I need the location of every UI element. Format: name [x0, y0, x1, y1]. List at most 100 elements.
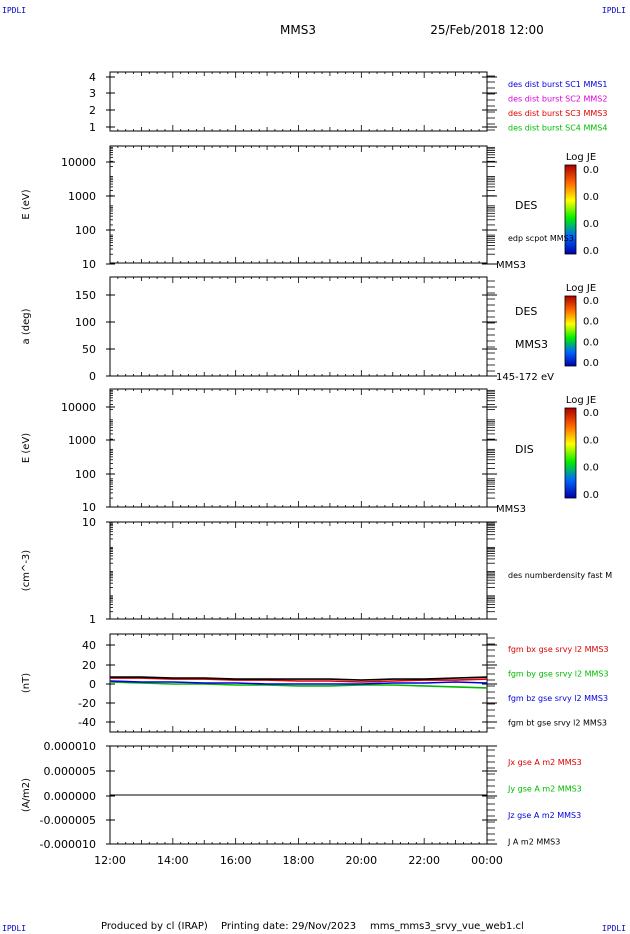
panel-des-energy-frame	[109, 145, 488, 264]
panel-dis-energy-bottom-label: MMS3	[496, 504, 526, 515]
panel-des-energy-annotation: edp scpot MMS3	[508, 234, 574, 243]
panel-fgm-ytick-label: -40	[78, 716, 96, 729]
panel-des-energy-colorbar-title: Log JE	[566, 152, 596, 163]
panel-current-ytick-label: -0.000005	[40, 814, 96, 827]
corner-label-top-right: IPDLI	[601, 6, 626, 15]
panel-des-pitch-side-label: MMS3	[515, 338, 548, 351]
panel-dis-energy-side-label: DIS	[515, 443, 534, 456]
plot-date: 25/Feb/2018 12:00	[430, 23, 544, 37]
panel-fgm-legend-entry: fgm bx gse srvy l2 MMS3	[508, 645, 609, 654]
panel-sc-frame	[109, 71, 488, 132]
panel-density-ytick-label: 10	[82, 516, 96, 529]
panel-des-pitch-colorbar-tick: 0.0	[583, 296, 599, 307]
panel-des-energy-side-label: DES	[515, 199, 537, 212]
panel-des-energy-colorbar-tick: 0.0	[583, 165, 599, 176]
panel-fgm-ylabel: (nT)	[21, 673, 32, 693]
panel-des-pitch-ytick-label: 0	[89, 370, 96, 383]
panel-fgm-ytick-label: 40	[82, 639, 96, 652]
xaxis-tick-label: 22:00	[408, 854, 440, 867]
panel-des-pitch-ytick-label: 150	[75, 289, 96, 302]
panel-fgm-legend-entry: fgm by gse srvy l2 MMS3	[508, 670, 609, 679]
panel-sc-legend-entry: des dist burst SC3 MMS3	[508, 109, 607, 118]
footer-producer: Produced by cl (IRAP)	[101, 921, 208, 932]
panel-dis-energy-frame	[109, 388, 488, 508]
xaxis-tick-label: 00:00	[471, 854, 503, 867]
panel-fgm-legend-entry: fgm bt gse srvy l2 MMS3	[508, 719, 607, 728]
panel-des-energy-colorbar-tick: 0.0	[583, 219, 599, 230]
panel-des-pitch-side-label: DES	[515, 305, 537, 318]
panel-density-ylabel: (cm^-3)	[21, 550, 32, 591]
panel-fgm-ytick-label: 20	[82, 659, 96, 672]
xaxis-tick-label: 14:00	[157, 854, 189, 867]
panel-fgm-series-line	[110, 677, 488, 683]
panel-des-energy-bottom-label: MMS3	[496, 260, 526, 271]
panel-current-ytick-label: 0.000000	[44, 790, 97, 803]
panel-des-energy-ytick-label: 100	[75, 224, 96, 237]
corner-label-bottom-left: IPDLI	[2, 924, 27, 933]
panel-des-pitch-colorbar-title: Log JE	[566, 283, 596, 294]
panel-dis-energy-colorbar-tick: 0.0	[583, 408, 599, 419]
panel-dis-energy-ytick-label: 10000	[61, 401, 96, 414]
panel-density-legend-entry: des numberdensity fast M	[508, 571, 612, 580]
panel-current-ytick-label: 0.000010	[44, 740, 97, 753]
panel-density-ytick-label: 1	[89, 613, 96, 626]
panel-fgm-series-line	[109, 681, 488, 689]
panel-des-energy-colorbar-tick: 0.0	[583, 192, 599, 203]
xaxis-tick-label: 18:00	[283, 854, 315, 867]
panel-current-ylabel: (A/m2)	[21, 778, 32, 812]
panel-des-pitch-bottom-label: 145-172 eV	[496, 372, 554, 383]
colorbar-1	[564, 164, 577, 255]
panel-des-pitch-colorbar-tick: 0.0	[583, 337, 599, 348]
panel-des-pitch-ytick-label: 50	[82, 343, 96, 356]
panel-sc-ytick-label: 2	[89, 104, 96, 117]
panel-dis-energy-colorbar-tick: 0.0	[583, 463, 599, 474]
xaxis-tick-label: 20:00	[345, 854, 377, 867]
footer-file: mms_mms3_srvy_vue_web1.cl	[370, 921, 524, 932]
panel-fgm-legend-entry: fgm bz gse srvy l2 MMS3	[508, 694, 608, 703]
panel-des-energy-ytick-label: 10	[82, 258, 96, 271]
panel-dis-energy-colorbar-tick: 0.0	[583, 490, 599, 501]
colorbar-3	[564, 407, 577, 499]
footer-printing-date: Printing date: 29/Nov/2023	[221, 921, 356, 932]
panel-fgm-ytick-label: 0	[89, 678, 96, 691]
panels-group: 4 3 2 1 des dist burst SC1 MMS1 des dist burs…	[21, 71, 612, 867]
panel-dis-energy-ytick-label: 10	[82, 501, 96, 514]
xaxis-tick-label: 12:00	[94, 854, 126, 867]
corner-label-bottom-right: IPDLI	[601, 924, 626, 933]
panel-sc-ytick-label: 4	[89, 71, 96, 84]
panel-dis-energy-ytick-label: 100	[75, 468, 96, 481]
panel-current-legend-entry: J A m2 MMS3	[507, 838, 560, 847]
panel-des-pitch-ylabel: a (deg)	[21, 308, 32, 344]
panel-dis-energy-colorbar-tick: 0.0	[583, 435, 599, 446]
panel-sc-legend-entry: des dist burst SC1 MMS1	[508, 80, 607, 89]
panel-current-legend-entry: Jx gse A m2 MMS3	[507, 758, 582, 767]
panel-des-pitch-colorbar-tick: 0.0	[583, 358, 599, 369]
panel-des-pitch-ytick-label: 100	[75, 316, 96, 329]
panel-des-energy-ytick-label: 1000	[68, 190, 96, 203]
panel-dis-energy-ytick-label: 1000	[68, 434, 96, 447]
panel-current-legend-entry: Jy gse A m2 MMS3	[507, 785, 582, 794]
panel-current-ytick-label: -0.000010	[40, 838, 96, 851]
panel-current-legend-entry: Jz gse A m2 MMS3	[507, 811, 581, 820]
panel-fgm-series-line	[109, 680, 488, 685]
panel-sc-ytick-label: 3	[89, 87, 96, 100]
panel-fgm-ytick-label: -20	[78, 697, 96, 710]
panel-des-pitch-colorbar-tick: 0.0	[583, 317, 599, 328]
corner-label-top-left: IPDLI	[2, 6, 27, 15]
panel-dis-energy-ylabel: E (eV)	[21, 433, 32, 463]
plot-title: MMS3	[280, 23, 316, 37]
panel-des-energy-ylabel: E (eV)	[21, 189, 32, 219]
panel-sc-legend-entry: des dist burst SC2 MMS2	[508, 95, 607, 104]
panel-dis-energy-colorbar-title: Log JE	[566, 395, 596, 406]
panel-current-ytick-label: 0.000005	[44, 765, 97, 778]
panel-des-energy-colorbar-tick: 0.0	[583, 246, 599, 257]
panel-fgm-series-line	[110, 676, 488, 681]
panel-sc-legend-entry: des dist burst SC4 MMS4	[508, 124, 607, 133]
panel-density-frame	[109, 521, 488, 620]
panel-sc-ytick-label: 1	[89, 121, 96, 134]
panel-des-pitch-frame	[109, 276, 488, 377]
colorbar-2	[564, 295, 577, 367]
xaxis-tick-label: 16:00	[220, 854, 252, 867]
panel-des-energy-ytick-label: 10000	[61, 156, 96, 169]
